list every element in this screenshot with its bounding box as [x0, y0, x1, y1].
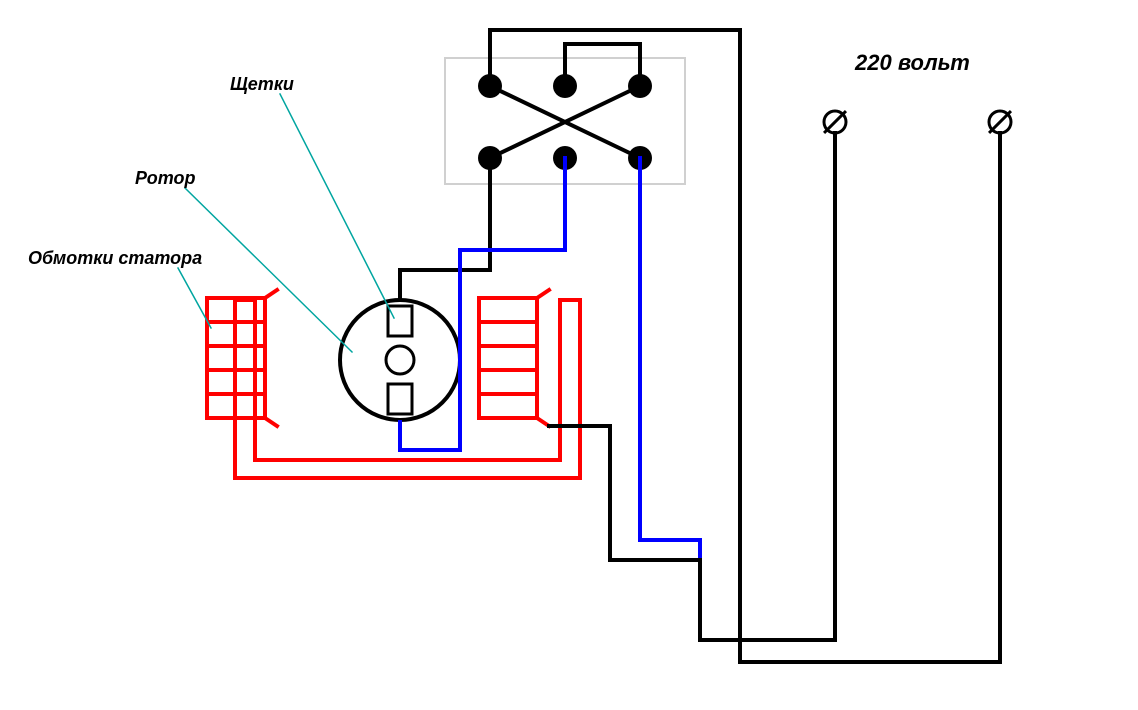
wire-mains-left [700, 133, 835, 640]
motor-wiring-diagram: Щетки Ротор Обмотки статора 220 вольт [0, 0, 1138, 710]
label-brushes: Щетки [230, 74, 294, 94]
wire-switch-to-stator [640, 158, 660, 540]
leader-brushes [280, 94, 394, 318]
label-voltage: 220 вольт [854, 50, 970, 75]
label-stator: Обмотки статора [28, 248, 202, 268]
brush-top [388, 306, 412, 336]
brush-bottom [388, 384, 412, 414]
label-rotor: Ротор [135, 168, 196, 188]
wire-mains-right [740, 133, 1000, 662]
